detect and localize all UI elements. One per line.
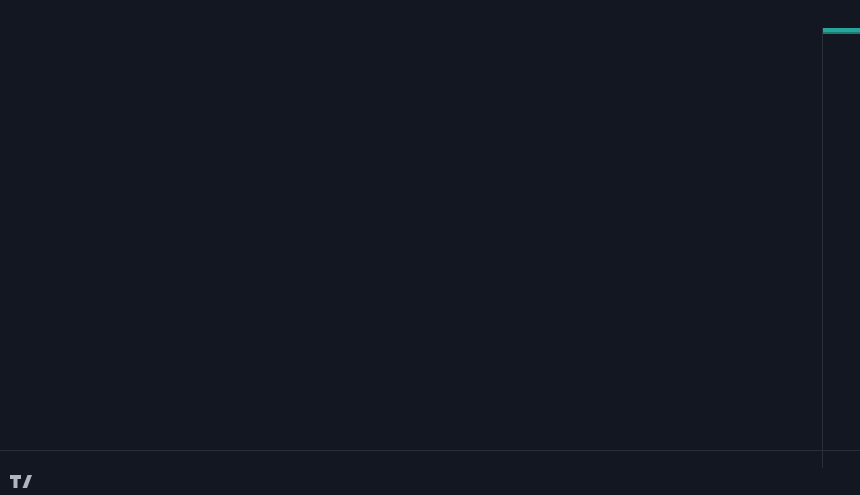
price-axis[interactable] [822, 28, 860, 468]
last-price-badge [823, 28, 860, 34]
legend-row-ohlc [10, 33, 48, 46]
chart-plot-area[interactable] [0, 28, 822, 450]
candlestick-chart[interactable] [0, 28, 822, 450]
chart-legend [10, 33, 48, 61]
branding-bar [0, 468, 860, 495]
time-axis[interactable] [0, 450, 860, 469]
legend-row-volume [10, 48, 48, 61]
last-price-value [823, 28, 860, 32]
tradingview-logo-icon[interactable] [10, 474, 32, 489]
bar-countdown [823, 32, 860, 34]
